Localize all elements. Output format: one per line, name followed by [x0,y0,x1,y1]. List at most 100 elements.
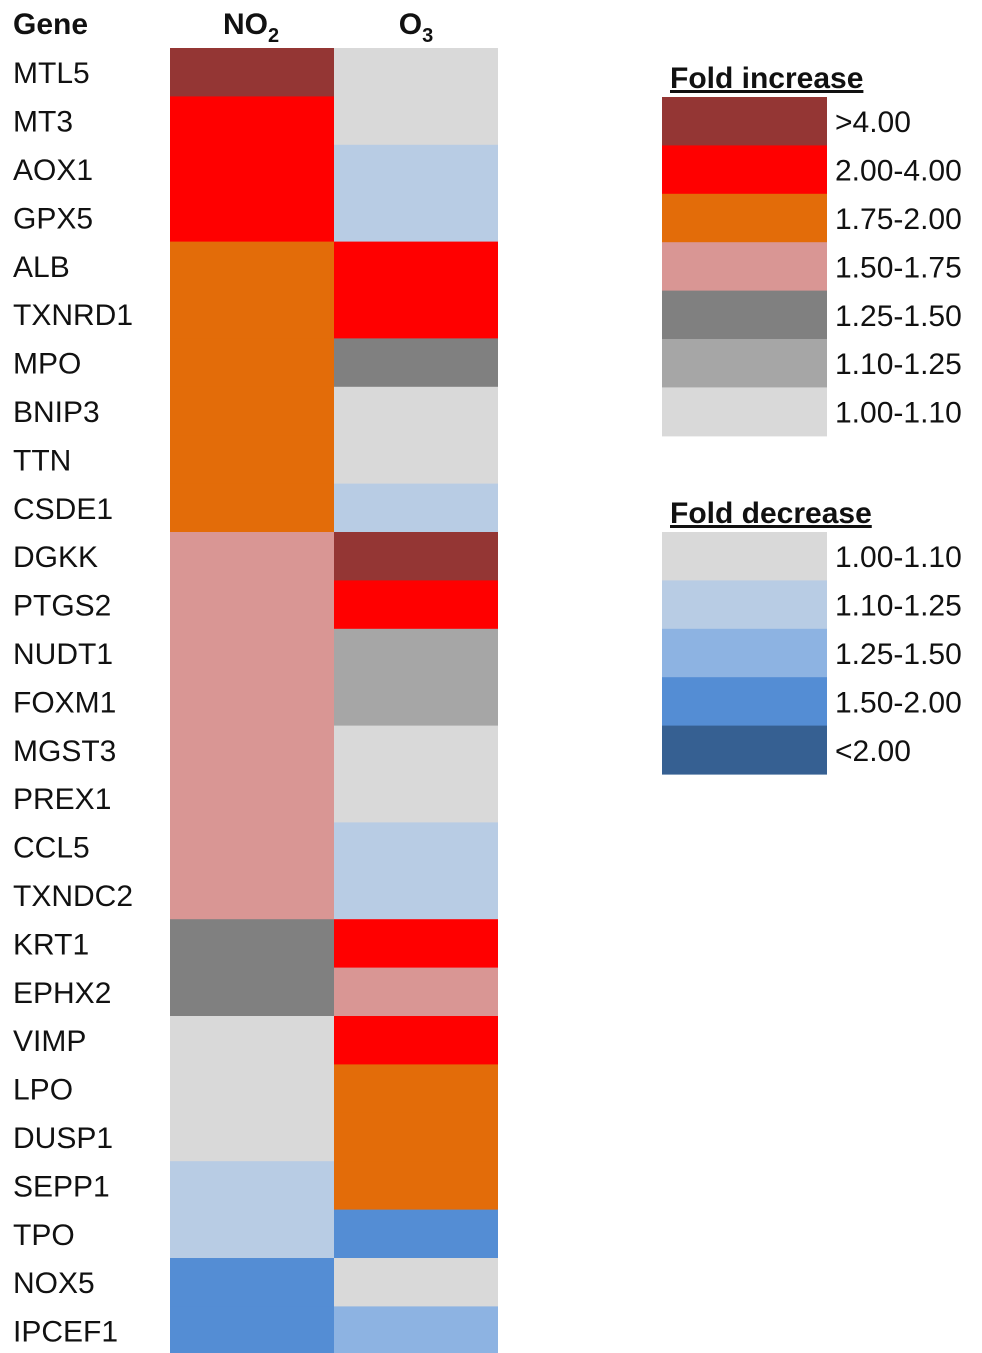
heatmap-cell-no2-dgkk [170,532,334,581]
column-header-no2-subscript: 2 [268,25,279,47]
gene-label-ttn: TTN [13,444,71,477]
heatmap-cell-no2-ephx2 [170,967,334,1017]
legend-increase-label-0: >4.00 [835,106,911,139]
svg-text:O3: O3 [399,8,433,47]
gene-label-prex1: PREX1 [13,783,111,816]
legend-decrease-swatch-0 [662,532,827,581]
heatmap-cell-o3-alb [334,241,498,291]
legend-increase-label-1: 2.00-4.00 [835,155,962,188]
heatmap-cell-no2-krt1 [170,919,334,969]
heatmap-cell-no2-lpo [170,1064,334,1114]
heatmap-cell-no2-gpx5 [170,193,334,243]
heatmap-cell-o3-nox5 [334,1258,498,1307]
gene-label-ptgs2: PTGS2 [13,590,111,623]
heatmap-cell-o3-prex1 [334,774,498,823]
legend-decrease-swatch-4 [662,725,827,775]
heatmap-cell-o3-nudt1 [334,628,498,678]
legend-increase-swatch-2 [662,193,827,243]
gene-label-gpx5: GPX5 [13,202,93,235]
heatmap-cell-no2-ttn [170,435,334,485]
heatmap-cell-o3-tpo [334,1209,498,1259]
heatmap-cell-o3-txndc2 [334,870,498,920]
heatmap-cell-no2-foxm1 [170,677,334,727]
legend-increase-title: Fold increase [670,62,863,95]
legend-decrease-swatch-3 [662,677,827,727]
gene-label-mtl5: MTL5 [13,57,90,90]
svg-text:NO2: NO2 [223,8,279,47]
heatmap-cell-no2-tpo [170,1209,334,1259]
gene-label-nox5: NOX5 [13,1267,95,1300]
legend-increase-swatch-5 [662,339,827,388]
gene-label-ephx2: EPHX2 [13,977,111,1010]
heatmap-cell-o3-mgst3 [334,725,498,775]
legend-increase-label-3: 1.50-1.75 [835,251,962,284]
heatmap-cell-o3-foxm1 [334,677,498,727]
gene-label-txnrd1: TXNRD1 [13,299,133,332]
gene-label-tpo: TPO [13,1219,75,1252]
gene-label-aox1: AOX1 [13,154,93,187]
legend-decrease-label-2: 1.25-1.50 [835,638,962,671]
heatmap-cell-o3-mpo [334,338,498,388]
legend-increase-label-2: 1.75-2.00 [835,203,962,236]
heatmap-cell-no2-bnip3 [170,386,334,436]
heatmap-cells [170,48,498,1353]
heatmap-cell-o3-ptgs2 [334,580,498,630]
legend-increase-label-4: 1.25-1.50 [835,300,962,333]
legend-increase-label-5: 1.10-1.25 [835,348,962,381]
legend-increase-swatch-4 [662,290,827,340]
legend-decrease-title: Fold decrease [670,497,872,530]
heatmap-cell-o3-mt3 [334,96,498,146]
heatmap-cell-o3-sepp1 [334,1161,498,1211]
legend-increase-swatch-6 [662,387,827,437]
gene-label-vimp: VIMP [13,1025,86,1058]
legend-fold-increase: Fold increase >4.00 2.00-4.00 1.75-2.00 1.5… [662,62,962,437]
heatmap-cell-no2-dusp1 [170,1112,334,1162]
heatmap-cell-o3-krt1 [334,919,498,969]
column-header-no2-name: NO [223,8,268,41]
heatmap-cell-o3-vimp [334,1016,498,1065]
heatmap-cell-no2-nudt1 [170,628,334,678]
heatmap-cell-no2-nox5 [170,1258,334,1307]
heatmap-cell-no2-sepp1 [170,1161,334,1211]
heatmap-cell-o3-csde1 [334,483,498,533]
gene-label-sepp1: SEPP1 [13,1170,110,1203]
heatmap-cell-o3-dgkk [334,532,498,581]
heatmap-cell-o3-lpo [334,1064,498,1114]
gene-label-ccl5: CCL5 [13,832,90,865]
heatmap-cell-no2-txndc2 [170,870,334,920]
column-header-no2: NO2 [223,8,279,47]
legend-decrease-swatch-1 [662,580,827,630]
gene-label-alb: ALB [13,251,70,284]
heatmap-cell-o3-mtl5 [334,48,498,97]
legend-increase-swatch-1 [662,145,827,195]
gene-label-krt1: KRT1 [13,928,89,961]
heatmap-cell-o3-ttn [334,435,498,485]
row-header-gene: Gene [13,8,88,41]
heatmap-cell-o3-ephx2 [334,967,498,1017]
gene-label-mgst3: MGST3 [13,735,116,768]
legend-decrease-label-3: 1.50-2.00 [835,686,962,719]
gene-label-mpo: MPO [13,348,81,381]
gene-label-txndc2: TXNDC2 [13,880,133,913]
heatmap-cell-o3-txnrd1 [334,290,498,339]
legend-decrease-label-0: 1.00-1.10 [835,541,962,574]
heatmap-cell-o3-aox1 [334,144,498,194]
legend-increase-swatch-0 [662,97,827,146]
gene-label-ipcef1: IPCEF1 [13,1316,118,1349]
heatmap-cell-no2-mpo [170,338,334,388]
legend-fold-decrease: Fold decrease 1.00-1.10 1.10-1.25 1.25-1.5… [662,497,962,775]
heatmap-cell-o3-gpx5 [334,193,498,243]
legend-decrease-label-1: 1.10-1.25 [835,590,962,623]
heatmap-cell-no2-txnrd1 [170,290,334,339]
heatmap-cell-no2-alb [170,241,334,291]
column-header-o3: O3 [399,8,433,47]
legend-decrease-label-4: <2.00 [835,735,911,768]
gene-label-nudt1: NUDT1 [13,638,113,671]
heatmap-cell-no2-mgst3 [170,725,334,775]
heatmap-cell-no2-ptgs2 [170,580,334,630]
heatmap-cell-no2-vimp [170,1016,334,1065]
gene-label-dgkk: DGKK [13,541,98,574]
heatmap-cell-o3-ipcef1 [334,1306,498,1353]
heatmap-cell-no2-mtl5 [170,48,334,97]
